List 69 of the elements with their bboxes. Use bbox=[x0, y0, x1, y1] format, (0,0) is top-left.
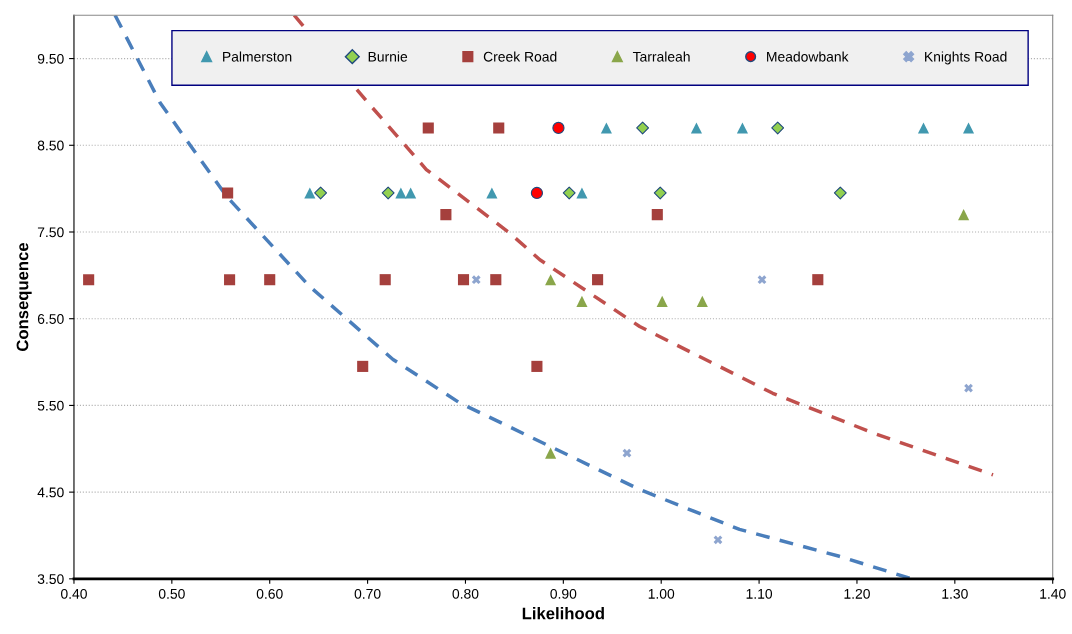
y-axis-title: Consequence bbox=[16, 242, 32, 351]
legend-label: Tarraleah bbox=[632, 51, 690, 62]
point bbox=[395, 187, 407, 199]
x-tick-label: 0.60 bbox=[256, 588, 283, 599]
point bbox=[757, 275, 767, 285]
point bbox=[224, 274, 236, 286]
point bbox=[736, 122, 748, 134]
point bbox=[622, 448, 632, 458]
point bbox=[651, 209, 663, 221]
point bbox=[656, 295, 668, 307]
point bbox=[545, 447, 557, 459]
point bbox=[304, 187, 316, 199]
point bbox=[422, 122, 434, 134]
point bbox=[314, 186, 328, 200]
legend-label: Meadowbank bbox=[767, 51, 849, 62]
point bbox=[958, 209, 970, 221]
point bbox=[379, 274, 391, 286]
point bbox=[552, 121, 565, 135]
x-axis-title: Likelihood bbox=[522, 607, 604, 620]
x-tick-label: 0.80 bbox=[452, 588, 479, 599]
y-tick-label: 4.50 bbox=[37, 487, 64, 498]
legend-label: Burnie bbox=[368, 51, 408, 62]
point bbox=[264, 274, 276, 286]
x-tick-label: 1.40 bbox=[1040, 588, 1066, 599]
point bbox=[812, 274, 824, 286]
x-tick-label: 0.40 bbox=[61, 588, 87, 599]
x-tick-label: 1.00 bbox=[648, 588, 675, 599]
y-tick-label: 3.50 bbox=[37, 574, 64, 585]
point bbox=[653, 186, 667, 200]
y-tick-label: 5.50 bbox=[37, 400, 64, 411]
point bbox=[576, 187, 588, 199]
legend-label: Knights Road bbox=[925, 51, 1007, 65]
point bbox=[696, 295, 708, 307]
point bbox=[405, 187, 417, 199]
legend-label: Palmerston bbox=[223, 51, 292, 62]
point bbox=[471, 275, 481, 285]
point bbox=[222, 187, 234, 199]
point bbox=[562, 186, 576, 200]
point bbox=[771, 121, 785, 135]
y-tick-label: 7.50 bbox=[37, 227, 64, 238]
point bbox=[357, 360, 369, 372]
point bbox=[530, 186, 544, 200]
point bbox=[493, 122, 505, 134]
y-tick-label: 6.50 bbox=[37, 314, 64, 324]
point bbox=[576, 295, 588, 307]
point bbox=[964, 383, 973, 393]
point bbox=[457, 274, 470, 286]
point bbox=[545, 274, 557, 286]
x-tick-label: 1.10 bbox=[746, 588, 773, 599]
x-tick-label: 1.20 bbox=[844, 588, 870, 599]
x-tick-label: 1.30 bbox=[942, 588, 968, 599]
point bbox=[636, 121, 650, 135]
y-tick-label: 8.50 bbox=[37, 140, 64, 151]
point bbox=[962, 122, 975, 134]
point bbox=[83, 274, 95, 286]
point bbox=[592, 274, 604, 286]
x-tick-label: 0.70 bbox=[354, 588, 381, 599]
point bbox=[713, 535, 723, 545]
x-tick-label: 0.50 bbox=[158, 588, 185, 599]
legend-label: Creek Road bbox=[483, 51, 557, 62]
x-tick-label: 0.90 bbox=[550, 588, 577, 599]
point bbox=[917, 122, 930, 134]
point bbox=[833, 186, 847, 200]
point bbox=[381, 186, 395, 200]
point bbox=[531, 360, 543, 372]
point bbox=[440, 209, 452, 221]
point bbox=[490, 274, 502, 286]
point bbox=[486, 187, 498, 199]
y-tick-label: 9.50 bbox=[37, 53, 64, 64]
